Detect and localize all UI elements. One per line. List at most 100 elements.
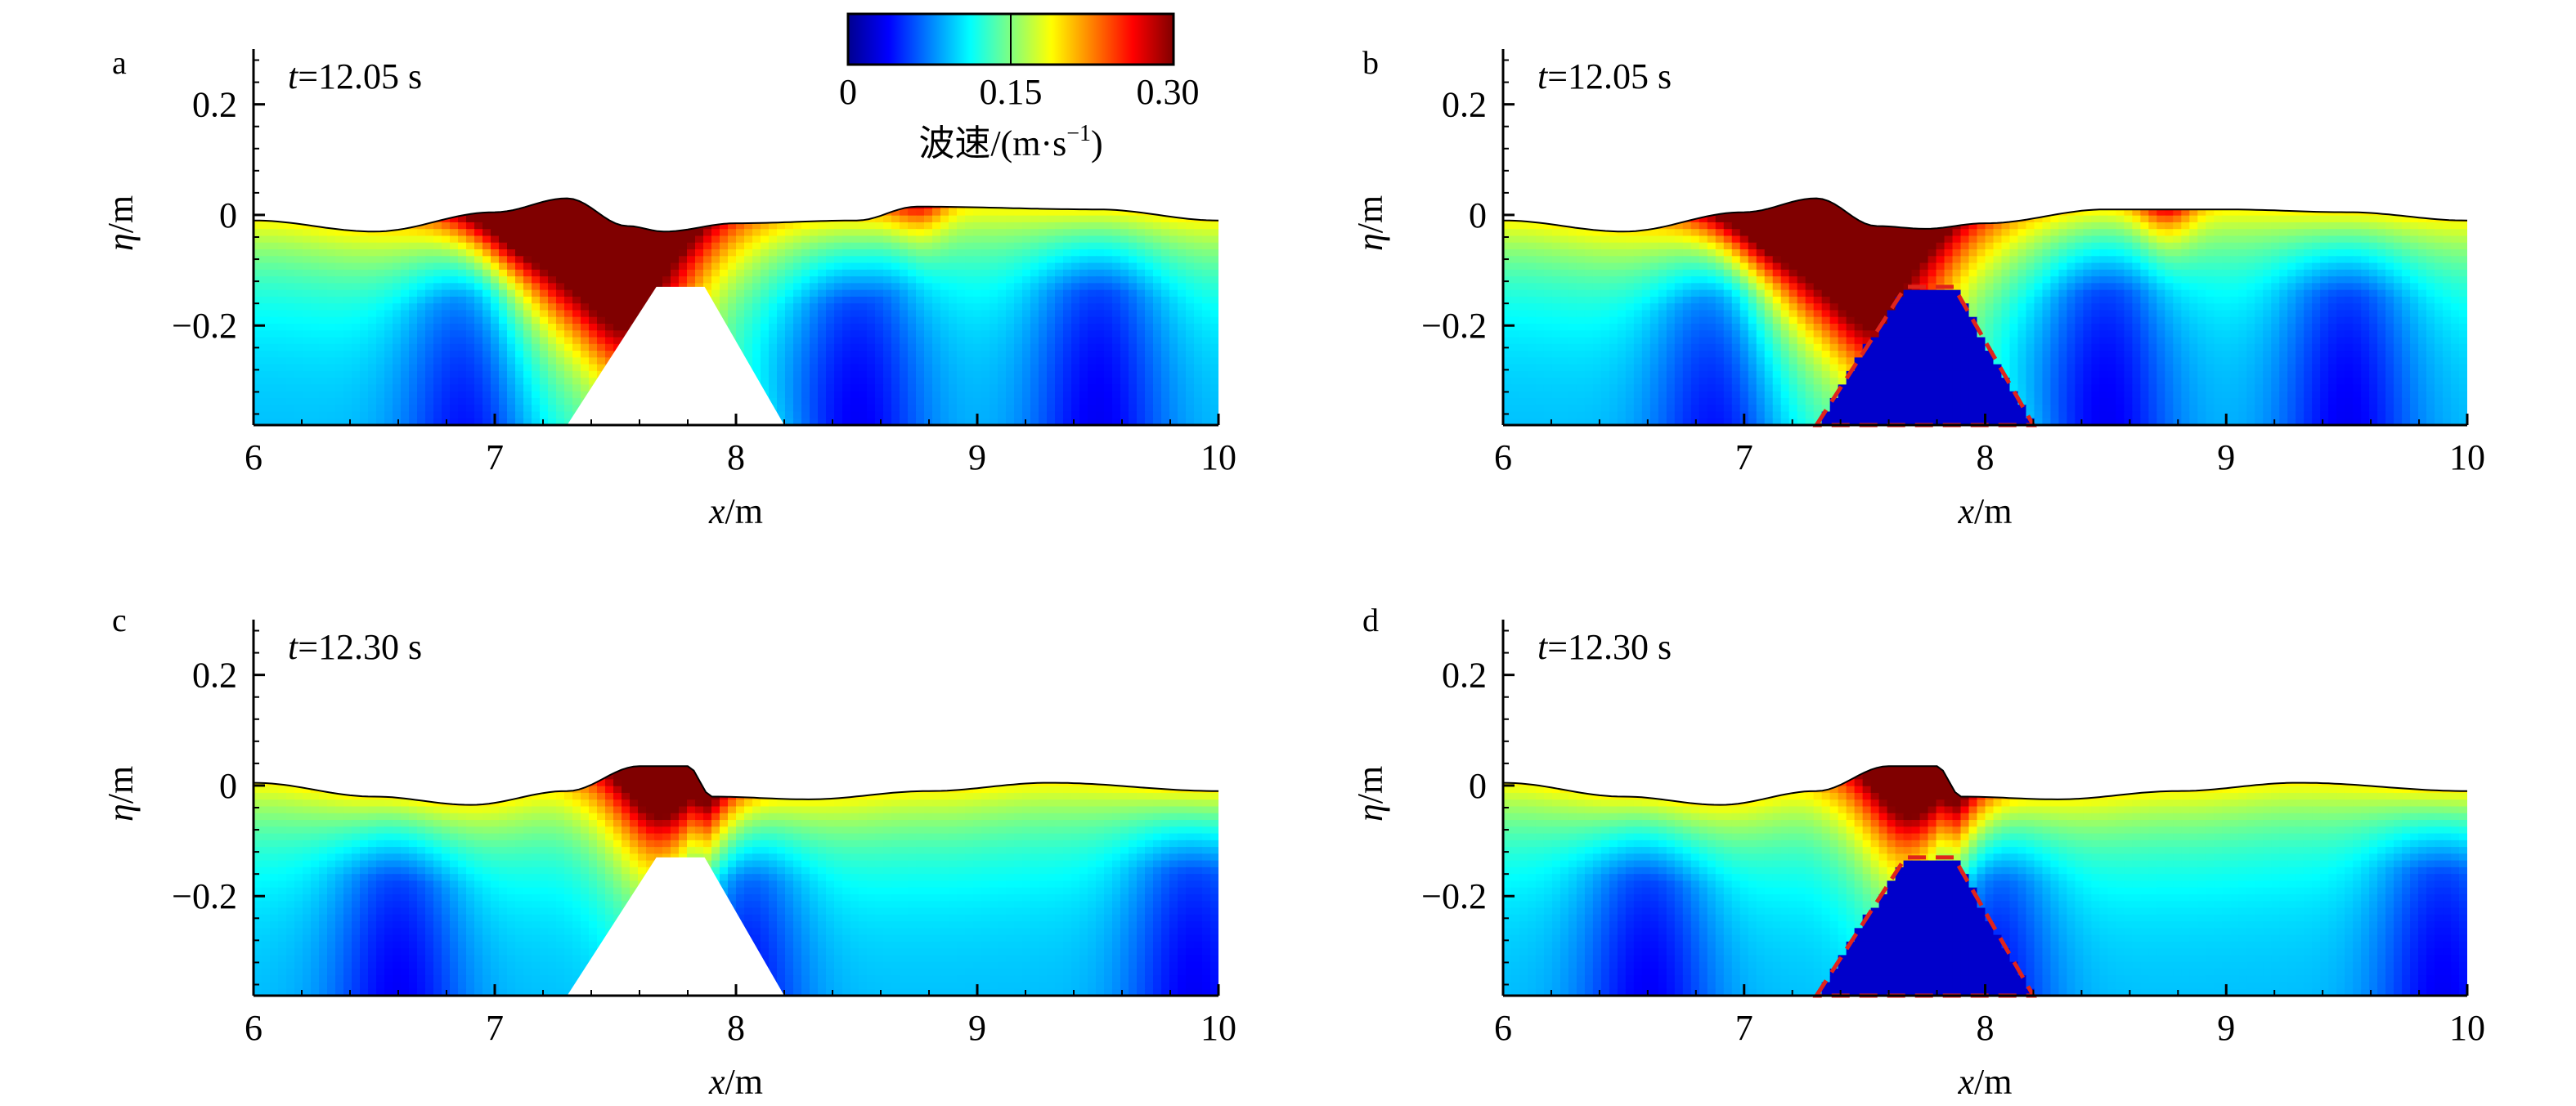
velocity-cell — [834, 391, 843, 399]
velocity-cell — [2009, 202, 2019, 210]
velocity-cell — [1022, 222, 1031, 231]
colorbar-tick-2: 0.30 — [1137, 72, 1200, 112]
velocity-cell — [1120, 283, 1129, 291]
velocity-cell — [842, 262, 851, 271]
velocity-cell — [564, 222, 573, 231]
velocity-cell — [1047, 229, 1056, 237]
velocity-cell — [2058, 181, 2067, 189]
velocity-cell — [1071, 276, 1080, 284]
velocity-cell — [850, 202, 859, 210]
velocity-cell — [932, 256, 941, 264]
velocity-cell — [572, 222, 581, 231]
velocity-cell — [842, 235, 851, 244]
velocity-cell — [1096, 283, 1105, 291]
velocity-cell — [474, 391, 483, 399]
velocity-cell — [2279, 208, 2288, 217]
velocity-cell — [1014, 405, 1023, 413]
velocity-cell — [270, 202, 279, 210]
velocity-cell — [376, 198, 385, 203]
velocity-cell — [450, 269, 459, 277]
velocity-cell — [1186, 269, 1195, 277]
velocity-cell — [1096, 215, 1105, 223]
velocity-cell — [327, 384, 336, 392]
velocity-cell — [572, 384, 581, 392]
velocity-cell — [548, 181, 557, 189]
velocity-cell — [1145, 276, 1154, 284]
velocity-cell — [458, 202, 467, 210]
velocity-cell — [270, 181, 279, 189]
velocity-cell — [384, 310, 393, 318]
velocity-cell — [1194, 208, 1203, 217]
velocity-cell — [319, 249, 328, 257]
velocity-cell — [1879, 181, 1888, 189]
velocity-cell — [384, 269, 393, 277]
velocity-cell — [1153, 418, 1162, 425]
velocity-cell — [564, 310, 573, 318]
velocity-cell — [1928, 215, 1937, 223]
velocity-cell — [1519, 208, 1528, 217]
velocity-cell — [908, 405, 917, 413]
velocity-cell — [777, 208, 786, 217]
velocity-cell — [409, 378, 418, 386]
velocity-cell — [532, 262, 541, 271]
velocity-cell — [393, 418, 402, 425]
velocity-cell — [572, 391, 581, 399]
velocity-cell — [360, 208, 369, 217]
velocity-cell — [1985, 215, 1995, 223]
velocity-cell — [2328, 189, 2337, 196]
velocity-cell — [507, 283, 516, 291]
velocity-cell — [761, 296, 770, 304]
velocity-cell — [850, 198, 859, 203]
velocity-cell — [1047, 370, 1056, 378]
velocity-cell — [360, 405, 369, 413]
velocity-cell — [303, 296, 312, 304]
velocity-cell — [532, 242, 541, 250]
velocity-cell — [1112, 269, 1121, 277]
velocity-cell — [564, 256, 573, 264]
velocity-cell — [957, 198, 966, 203]
velocity-cell — [262, 337, 271, 345]
velocity-cell — [1022, 289, 1031, 298]
velocity-cell — [1063, 208, 1072, 217]
velocity-cell — [564, 283, 573, 291]
velocity-cell — [695, 276, 704, 284]
velocity-cell — [368, 269, 377, 277]
velocity-cell — [2402, 202, 2411, 210]
velocity-cell — [1120, 357, 1129, 365]
velocity-cell — [482, 337, 491, 345]
velocity-cell — [1169, 303, 1178, 311]
velocity-cell — [442, 310, 451, 318]
velocity-cell — [981, 357, 990, 365]
velocity-cell — [2197, 208, 2207, 217]
velocity-cell — [2148, 181, 2157, 189]
velocity-cell — [1153, 303, 1162, 311]
velocity-cell — [630, 249, 639, 257]
velocity-cell — [523, 289, 532, 298]
velocity-cell — [360, 357, 369, 365]
velocity-cell — [1079, 202, 1088, 210]
velocity-cell — [474, 262, 483, 271]
velocity-cell — [711, 215, 720, 223]
velocity-cell — [343, 316, 352, 325]
velocity-cell — [376, 229, 385, 237]
velocity-cell — [736, 330, 745, 338]
velocity-cell — [1194, 276, 1203, 284]
velocity-cell — [842, 181, 851, 189]
velocity-cell — [262, 370, 271, 378]
velocity-cell — [924, 249, 933, 257]
velocity-cell — [384, 202, 393, 210]
velocity-cell — [2083, 189, 2092, 196]
velocity-cell — [507, 303, 516, 311]
velocity-cell — [1063, 418, 1072, 425]
velocity-cell — [908, 198, 917, 203]
velocity-cell — [900, 384, 909, 392]
velocity-cell — [368, 181, 377, 189]
velocity-cell — [556, 296, 565, 304]
velocity-cell — [1071, 411, 1080, 419]
velocity-cell — [360, 202, 369, 210]
velocity-cell — [990, 364, 999, 372]
velocity-cell — [352, 370, 361, 378]
velocity-cell — [417, 391, 426, 399]
velocity-cell — [924, 242, 933, 250]
velocity-cell — [433, 296, 442, 304]
